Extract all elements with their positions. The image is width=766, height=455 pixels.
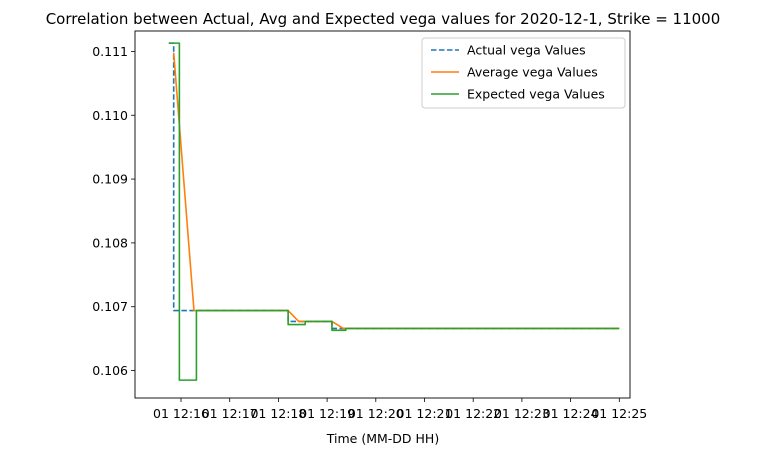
y-axis: 0.106 0.107 0.108 0.109 0.110 0.111 — [92, 44, 135, 378]
x-tick-label: 01 12:23 — [494, 406, 550, 421]
y-tick-label: 0.108 — [92, 235, 128, 250]
x-tick-label: 01 12:19 — [299, 406, 355, 421]
x-tick-label: 01 12:22 — [445, 406, 501, 421]
y-tick-label: 0.110 — [92, 108, 128, 123]
y-tick-label: 0.111 — [92, 44, 128, 59]
series-line-average — [172, 52, 620, 330]
x-tick-label: 01 12:21 — [397, 406, 453, 421]
legend-entry: Average vega Values — [467, 65, 598, 80]
series-line-expected — [168, 42, 620, 381]
chart-title: Correlation between Actual, Avg and Expe… — [46, 10, 721, 28]
x-tick-label: 01 12:20 — [348, 406, 404, 421]
x-tick-label: 01 12:17 — [202, 406, 258, 421]
legend-box — [421, 37, 626, 109]
y-tick-label: 0.109 — [92, 172, 128, 187]
x-tick-label: 01 12:18 — [250, 406, 306, 421]
legend-entry: Expected vega Values — [467, 87, 605, 102]
x-tick-label: 01 12:16 — [153, 406, 209, 421]
x-axis-label: Time (MM-DD HH) — [326, 431, 439, 446]
legend: Actual vega Values Average vega Values Exp… — [421, 37, 626, 109]
plot-frame — [134, 30, 631, 399]
series-layer — [168, 42, 620, 381]
legend-entry: Actual vega Values — [467, 43, 586, 58]
y-tick-label: 0.106 — [92, 363, 128, 378]
y-tick-label: 0.107 — [92, 299, 128, 314]
x-tick-label: 01 12:25 — [591, 406, 647, 421]
x-tick-label: 01 12:24 — [543, 406, 599, 421]
frame-layer — [134, 30, 631, 399]
